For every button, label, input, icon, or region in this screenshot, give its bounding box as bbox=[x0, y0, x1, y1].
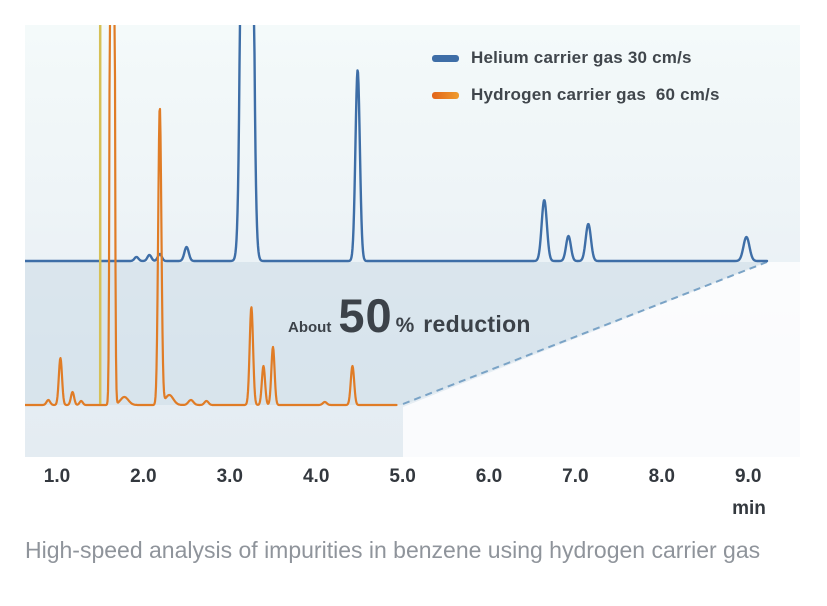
legend: Helium carrier gas 30 cm/s Hydrogen carr… bbox=[432, 46, 720, 120]
x-tick-6: 6.0 bbox=[475, 466, 503, 487]
x-tick-9: 9.0 bbox=[734, 466, 762, 487]
helium-swatch-icon bbox=[432, 54, 459, 62]
x-tick-8: 8.0 bbox=[648, 466, 675, 487]
hydrogen-swatch-icon bbox=[432, 91, 459, 99]
annotation-value: 50 bbox=[338, 289, 393, 342]
x-tick-4: 4.0 bbox=[302, 466, 330, 487]
x-tick-5: 5.0 bbox=[389, 466, 416, 487]
legend-label-hydrogen: Hydrogen carrier gas 60 cm/s bbox=[471, 85, 720, 104]
helium-trace bbox=[25, 25, 769, 263]
white-wedge bbox=[403, 262, 800, 457]
x-tick-1: 1.0 bbox=[43, 466, 71, 487]
x-tick-2: 2.0 bbox=[130, 466, 157, 487]
hydrogen-trace bbox=[25, 25, 398, 407]
shaded-wedge bbox=[25, 262, 766, 405]
legend-label-helium: Helium carrier gas 30 cm/s bbox=[471, 48, 692, 67]
x-axis-unit: min bbox=[732, 498, 766, 519]
x-tick-3: 3.0 bbox=[216, 466, 243, 487]
annotation-suffix: reduction bbox=[423, 311, 531, 337]
legend-item-helium: Helium carrier gas 30 cm/s bbox=[432, 46, 720, 70]
annotation-percent: % bbox=[395, 314, 415, 337]
reduction-annotation: About 50 % reduction bbox=[288, 288, 531, 343]
figure-caption: High-speed analysis of impurities in ben… bbox=[25, 537, 761, 563]
annotation-prefix: About bbox=[288, 319, 332, 336]
x-tick-7: 7.0 bbox=[562, 466, 589, 487]
reduction-dashed-line bbox=[402, 261, 768, 405]
legend-item-hydrogen: Hydrogen carrier gas 60 cm/s bbox=[432, 83, 720, 107]
